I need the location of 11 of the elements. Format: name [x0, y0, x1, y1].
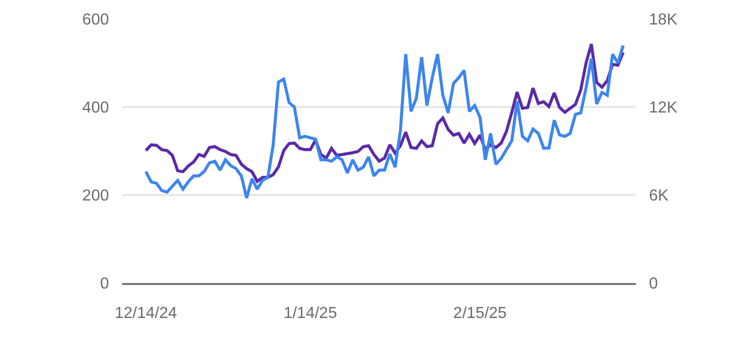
y2-tick-label: 0	[649, 276, 658, 293]
y2-tick-label: 12K	[649, 100, 678, 117]
x-tick-label: 2/15/25	[453, 305, 507, 322]
y2-tick-label: 18K	[649, 12, 678, 29]
y-tick-label: 0	[100, 276, 110, 293]
y-tick-label: 400	[82, 100, 110, 117]
x-tick-label: 1/14/25	[284, 305, 338, 322]
y-tick-label: 200	[82, 188, 110, 205]
y2-tick-label: 6K	[649, 188, 669, 205]
y-tick-label: 600	[82, 12, 110, 29]
x-tick-label: 12/14/24	[114, 305, 178, 322]
